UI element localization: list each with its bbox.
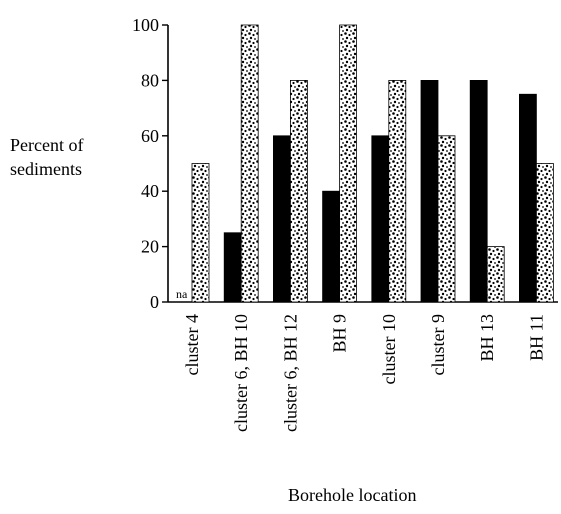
category-labels: cluster 4 cluster 6, BH 10 cluster 6, BH 1… bbox=[182, 314, 546, 432]
bar-solid bbox=[272, 135, 291, 303]
na-annotation: na bbox=[176, 287, 188, 301]
y-tick-label: 40 bbox=[141, 181, 159, 201]
bar-speckled bbox=[388, 80, 407, 303]
bar-solid bbox=[420, 80, 439, 303]
category-label: BH 11 bbox=[526, 314, 546, 361]
y-axis-label-line-1: Percent of bbox=[10, 135, 83, 155]
y-ticks: 0 20 40 60 80 100 bbox=[132, 15, 168, 312]
bar-solid bbox=[469, 80, 488, 303]
category-label: cluster 6, BH 12 bbox=[280, 314, 300, 432]
bars bbox=[191, 24, 554, 303]
category-label: BH 13 bbox=[477, 314, 497, 362]
y-tick-label: 60 bbox=[141, 126, 159, 146]
category-label: BH 9 bbox=[330, 314, 350, 353]
bar-solid bbox=[223, 232, 242, 303]
y-axis-label-line-2: sediments bbox=[10, 159, 82, 179]
bar-speckled bbox=[339, 24, 358, 303]
bar-speckled bbox=[240, 24, 259, 303]
y-tick-label: 20 bbox=[141, 237, 159, 257]
y-tick-label: 0 bbox=[150, 292, 159, 312]
bar-solid bbox=[322, 190, 341, 303]
bar-speckled bbox=[289, 80, 308, 303]
category-label: cluster 9 bbox=[428, 314, 448, 375]
category-label: cluster 6, BH 10 bbox=[231, 314, 251, 432]
category-label: cluster 4 bbox=[182, 314, 202, 375]
bar-solid bbox=[371, 135, 390, 303]
annotations: na bbox=[176, 287, 188, 301]
bar-speckled bbox=[486, 246, 505, 303]
bar-solid bbox=[519, 93, 537, 303]
bar-speckled bbox=[437, 135, 456, 303]
x-axis-label: Borehole location bbox=[288, 485, 416, 505]
category-label: cluster 10 bbox=[379, 314, 399, 384]
y-tick-label: 80 bbox=[141, 70, 159, 90]
bar-speckled bbox=[536, 163, 554, 303]
bar-speckled bbox=[191, 163, 210, 303]
y-tick-label: 100 bbox=[132, 15, 159, 35]
